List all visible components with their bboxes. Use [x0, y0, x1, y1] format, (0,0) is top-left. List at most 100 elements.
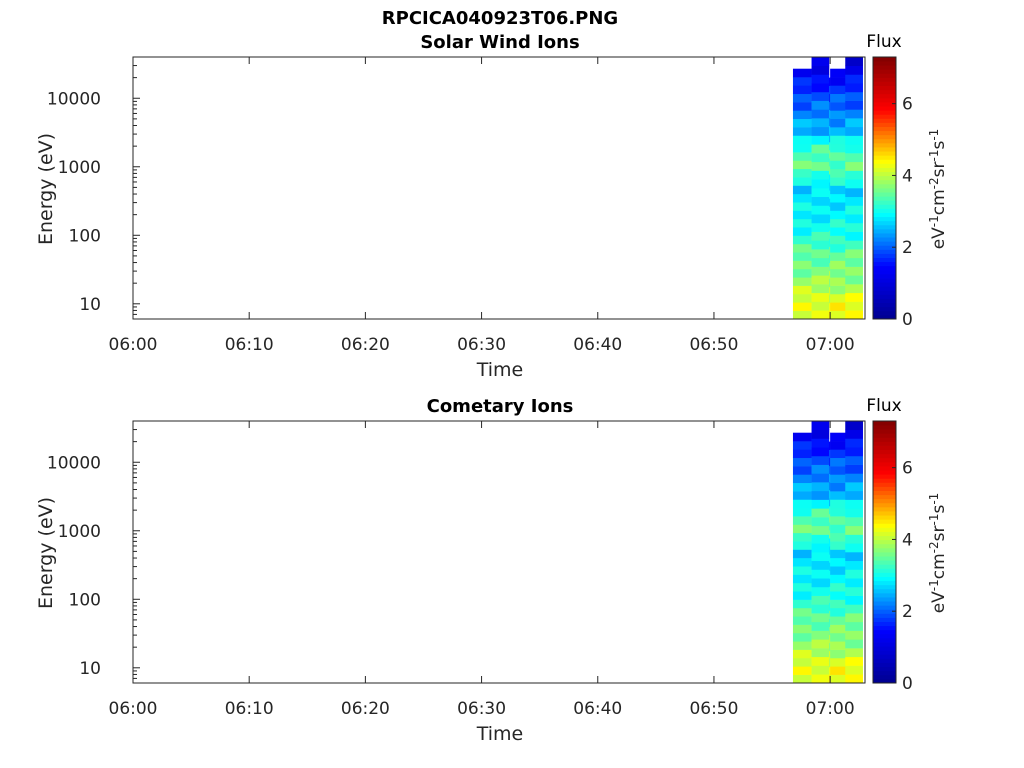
spectrogram-cell: [830, 168, 846, 178]
spectrogram-cell: [830, 285, 846, 295]
spectrogram-cell: [811, 674, 830, 684]
colorbar-segment: [873, 257, 896, 263]
colorbar-segment: [873, 597, 896, 602]
colorbar-segment: [873, 278, 896, 283]
colorbar-segment: [873, 228, 896, 234]
spectrogram-cell: [792, 143, 812, 153]
colorbar-segment: [873, 212, 896, 218]
colorbar-segment: [873, 441, 896, 446]
colorbar-segment: [873, 490, 896, 496]
spectrogram-cell: [811, 508, 830, 518]
spectrogram-cell: [792, 616, 812, 625]
colorbar-segment: [873, 543, 896, 549]
colorbar-segment: [873, 531, 896, 537]
colorbar-segment: [873, 449, 896, 455]
spectrogram-cell: [830, 235, 846, 245]
colorbar-segment: [873, 519, 896, 524]
spectrogram-cell: [811, 525, 830, 535]
spectrogram-cell: [830, 616, 846, 625]
spectrogram-cell: [845, 135, 863, 145]
spectrogram-cell: [845, 613, 863, 623]
spectrogram-cell: [845, 205, 863, 215]
spectrogram-cell: [811, 543, 830, 553]
spectrogram-cell: [792, 474, 812, 484]
spectrogram-cell: [845, 170, 863, 180]
spectrogram-cell: [845, 257, 863, 267]
spectrogram-cell: [828, 481, 831, 491]
spectrogram-cell: [830, 507, 846, 517]
y-tick-label: 10000: [47, 89, 101, 109]
colorbar-segment: [873, 200, 896, 205]
spectrogram-cell: [811, 473, 830, 483]
spectrogram-cell: [845, 464, 863, 474]
spectrogram-cell: [830, 77, 846, 86]
spectrogram-cell: [811, 74, 830, 84]
spectrogram-cell: [845, 578, 863, 588]
spectrogram-cell: [830, 499, 846, 509]
spectrogram-cell: [845, 639, 863, 649]
spectrogram-cell: [792, 210, 812, 220]
spectrogram-cell: [792, 607, 812, 617]
colorbar-unit-label: eV-1cm-2sr-1s-1: [927, 129, 949, 250]
spectrogram-cell: [792, 135, 812, 145]
spectrogram-cell: [828, 538, 831, 547]
colorbar-segment: [873, 674, 896, 680]
colorbar-segment: [873, 302, 896, 308]
spectrogram-cell: [811, 621, 830, 631]
spectrogram-cell: [828, 190, 831, 199]
spectrogram-cell: [811, 222, 830, 232]
colorbar-segment: [873, 122, 896, 127]
spectrogram-cell: [792, 110, 812, 120]
spectrogram-cell: [811, 586, 830, 596]
spectrogram-cell: [828, 166, 831, 175]
spectrogram-cell: [811, 170, 830, 180]
colorbar-segment: [873, 269, 896, 275]
spectrogram-cell: [845, 630, 863, 640]
spectrogram-cell: [811, 648, 830, 658]
spectrogram-cell: [828, 294, 831, 304]
spectrogram-cell: [811, 292, 830, 302]
spectrogram-cell: [828, 286, 831, 296]
spectrogram-cell: [845, 569, 863, 579]
spectrogram-cell: [811, 231, 830, 241]
spectrogram-cell: [811, 552, 830, 562]
spectrogram-cell: [792, 582, 812, 592]
spectrogram-cell: [828, 530, 831, 539]
spectrogram-cell: [828, 262, 831, 272]
colorbar-segment: [873, 433, 896, 438]
colorbar: 0 2 4 6: [872, 420, 913, 694]
spectrogram-cell: [845, 231, 863, 241]
colorbar-segment: [873, 65, 896, 70]
spectrogram-cell: [828, 473, 831, 483]
spectrogram-cell: [828, 650, 831, 660]
spectrogram: [792, 57, 863, 320]
spectrogram-cell: [830, 674, 846, 684]
colorbar-segment: [873, 314, 896, 320]
spectrogram-cell: [811, 249, 830, 259]
spectrogram-cell: [792, 549, 812, 559]
spectrogram-cell: [845, 196, 863, 206]
spectrogram-cell: [792, 482, 812, 492]
spectrogram-cell: [830, 649, 846, 659]
colorbar-segment: [873, 204, 896, 209]
spectrogram-cell: [845, 421, 863, 431]
spectrogram-cell: [811, 135, 830, 145]
spectrogram-cell: [845, 301, 863, 311]
y-tick-label: 10: [79, 659, 101, 679]
colorbar-segment: [873, 466, 896, 471]
spectrogram-cell: [828, 658, 831, 668]
spectrogram-cell: [845, 65, 863, 75]
spectrogram-cell: [811, 499, 830, 509]
spectrogram-cell: [828, 642, 831, 652]
figure-title: RPCICA040923T06.PNG: [382, 8, 618, 29]
colorbar-segment: [873, 560, 896, 565]
x-tick-label: 07:00: [806, 335, 855, 355]
spectrogram-cell: [792, 102, 812, 111]
spectrogram-cell: [828, 158, 831, 167]
spectrogram-cell: [828, 514, 831, 523]
colorbar-segment: [873, 224, 896, 230]
spectrogram-cell: [845, 586, 863, 596]
x-axis-label: Time: [476, 359, 524, 381]
colorbar-segment: [873, 106, 896, 111]
colorbar-segment: [873, 535, 896, 541]
